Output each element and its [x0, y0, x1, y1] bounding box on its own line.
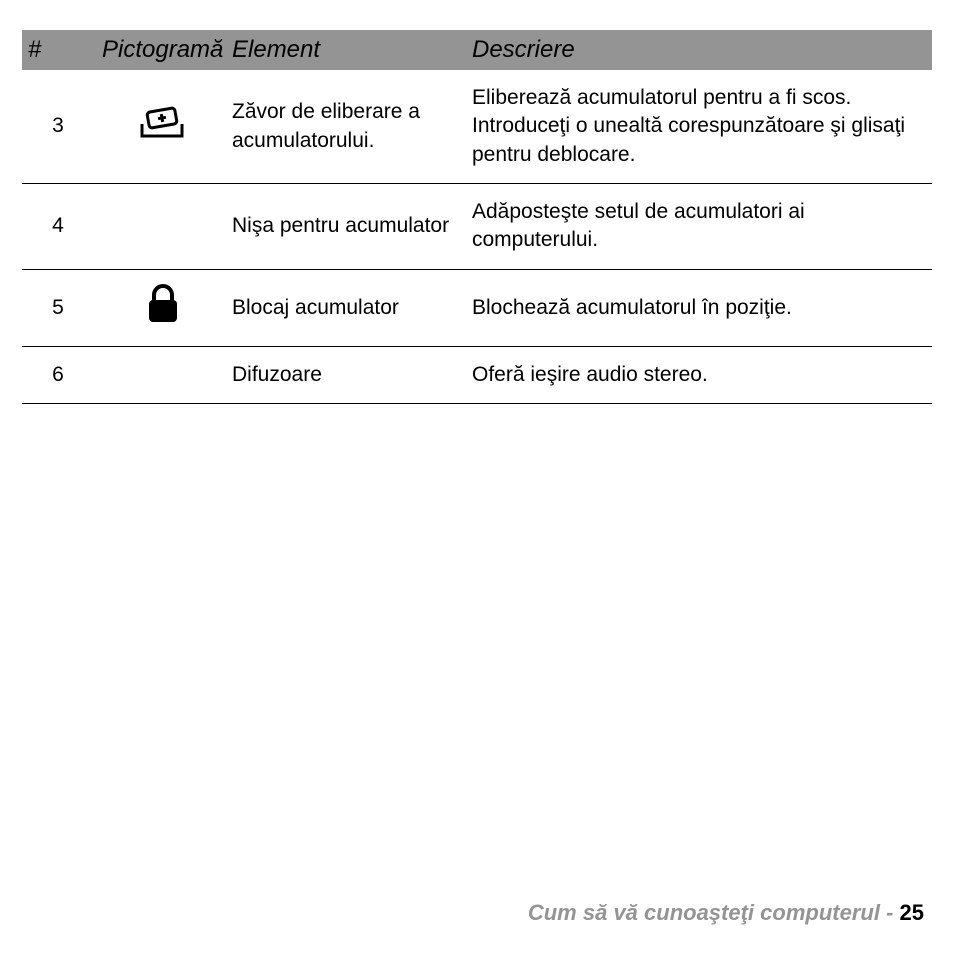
- row-icon-cell: [102, 70, 232, 184]
- row-icon-cell: [102, 347, 232, 404]
- row-number: 4: [22, 184, 102, 270]
- row-description: Adăposteşte setul de acumulatori ai comp…: [472, 184, 932, 270]
- col-header-element: Element: [232, 30, 472, 70]
- row-element: Nişa pentru acumulator: [232, 184, 472, 270]
- footer-title: Cum să vă cunoaşteţi computerul -: [528, 900, 894, 925]
- battery-release-icon: [138, 104, 188, 148]
- lock-icon: [145, 284, 181, 332]
- component-table: # Pictogramă Element Descriere 3: [22, 30, 932, 404]
- table-row: 4 Nişa pentru acumulator Adăposteşte set…: [22, 184, 932, 270]
- row-element: Blocaj acumulator: [232, 269, 472, 346]
- row-icon-cell: [102, 184, 232, 270]
- table-row: 5 Blocaj acumulator Blochează acumulator…: [22, 269, 932, 346]
- table-header-row: # Pictogramă Element Descriere: [22, 30, 932, 70]
- row-number: 6: [22, 347, 102, 404]
- page-footer: Cum să vă cunoaşteţi computerul - 25: [528, 900, 924, 926]
- col-header-description: Descriere: [472, 30, 932, 70]
- col-header-number: #: [22, 30, 102, 70]
- row-element: Difuzoare: [232, 347, 472, 404]
- row-description: Oferă ieşire audio stereo.: [472, 347, 932, 404]
- col-header-icon: Pictogramă: [102, 30, 232, 70]
- row-number: 3: [22, 70, 102, 184]
- row-element: Zăvor de eliberare a acumulatorului.: [232, 70, 472, 184]
- table-row: 3 Zăvor de eliberare a acumulatorului. E…: [22, 70, 932, 184]
- row-number: 5: [22, 269, 102, 346]
- page-number: 25: [900, 900, 924, 925]
- table-row: 6 Difuzoare Oferă ieşire audio stereo.: [22, 347, 932, 404]
- row-description: Blochează acumulatorul în poziţie.: [472, 269, 932, 346]
- row-description: Eliberează acumulatorul pentru a fi scos…: [472, 70, 932, 184]
- row-icon-cell: [102, 269, 232, 346]
